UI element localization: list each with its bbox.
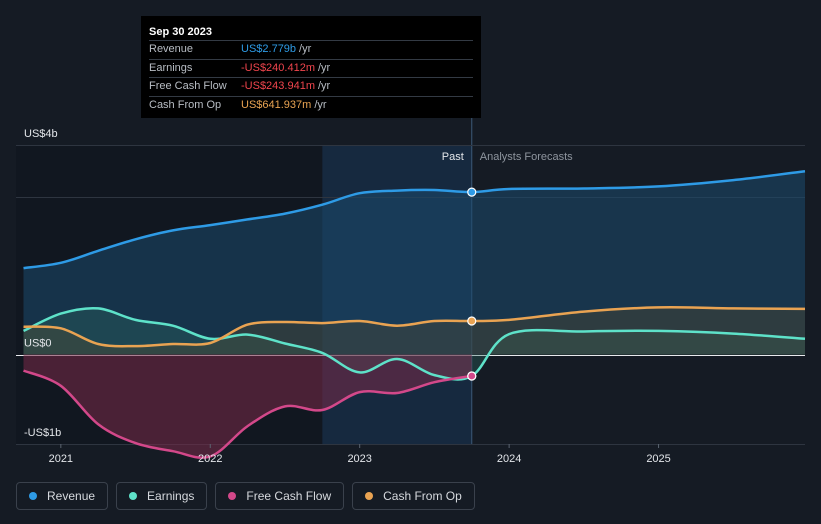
tooltip-value: US$641.937m: [241, 98, 312, 111]
legend-dot-icon: [365, 492, 374, 500]
tooltip-unit: /yr: [318, 80, 331, 92]
legend-item-cash-from-op[interactable]: Cash From Op: [352, 482, 475, 510]
forecast-label: Analysts Forecasts: [480, 151, 573, 163]
legend-dot-icon: [228, 492, 237, 500]
chart-lines: [22, 169, 806, 460]
area-cash-from-op: [23, 307, 805, 355]
legend-dot-icon: [129, 492, 138, 500]
tooltip-row-revenue: Revenue US$2.779b /yr: [149, 40, 473, 59]
tooltip-value: -US$240.412m: [241, 61, 315, 74]
y-tick-label: US$4b: [24, 128, 58, 140]
x-tick-label: 2023: [347, 453, 371, 465]
chart-markers: [467, 187, 477, 381]
legend-label: Earnings: [147, 489, 195, 503]
legend-label: Cash From Op: [383, 489, 462, 503]
x-tick-label: 2024: [497, 453, 521, 465]
x-tick-label: 2025: [646, 453, 670, 465]
line-chart: US$4b US$0 -US$1b 2021 2022 2023 2024 2025 Past A…: [16, 118, 806, 465]
tooltip-unit: /yr: [314, 98, 327, 111]
line-revenue: [23, 169, 806, 270]
chart-legend: Revenue Earnings Free Cash Flow Cash Fro…: [16, 482, 475, 510]
y-tick-label: -US$1b: [24, 427, 61, 439]
legend-item-free-cash-flow[interactable]: Free Cash Flow: [215, 482, 345, 510]
tooltip-value: -US$243.941m: [241, 80, 315, 92]
x-tick-label: 2021: [49, 453, 73, 465]
x-tick-label: 2022: [198, 453, 222, 465]
marker-cash-from-op: [467, 316, 477, 326]
tooltip-value: US$2.779b: [241, 43, 297, 55]
legend-dot-icon: [29, 492, 37, 500]
tooltip-unit: /yr: [318, 61, 331, 74]
tooltip-row-free-cash-flow: Free Cash Flow -US$243.941m /yr: [149, 77, 473, 96]
tooltip-row-earnings: Earnings -US$240.412m /yr: [149, 58, 473, 78]
tooltip-row-cash-from-op: Cash From Op US$641.937m /yr: [149, 95, 473, 115]
legend-label: Revenue: [47, 489, 96, 503]
line-free-cash-flow: [23, 369, 472, 460]
tooltip-unit: /yr: [299, 43, 312, 55]
y-tick-label: US$0: [24, 338, 52, 350]
tooltip-date: Sep 30 2023: [149, 26, 212, 38]
chart-axis-labels: US$4b US$0 -US$1b 2021 2022 2023 2024 2025 Past A…: [24, 128, 671, 465]
line-earnings: [22, 306, 806, 381]
legend-label: Free Cash Flow: [246, 489, 332, 503]
legend-item-earnings[interactable]: Earnings: [116, 482, 208, 510]
line-cash-from-op: [23, 305, 806, 348]
past-label: Past: [442, 151, 464, 163]
marker-revenue: [467, 187, 477, 197]
legend-item-revenue[interactable]: Revenue: [16, 482, 109, 510]
tooltip-panel: Sep 30 2023 Revenue US$2.779b /yr Earnin…: [141, 16, 481, 118]
tooltip-label: Cash From Op: [149, 98, 222, 111]
tooltip-label: Revenue: [149, 43, 194, 55]
tooltip-label: Earnings: [149, 61, 193, 74]
tooltip-label: Free Cash Flow: [149, 80, 227, 92]
area-free-cash-flow: [23, 354, 472, 458]
marker-free-cash-flow: [467, 371, 477, 381]
